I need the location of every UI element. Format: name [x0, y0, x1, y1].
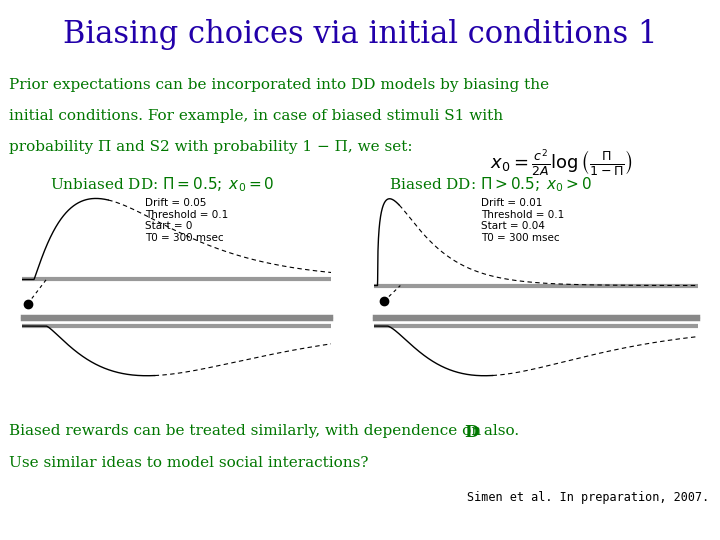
Text: Prior expectations can be incorporated into DD models by biasing the: Prior expectations can be incorporated i…	[9, 78, 549, 92]
Text: Simen et al. In preparation, 2007.: Simen et al. In preparation, 2007.	[467, 491, 709, 504]
Text: D: D	[464, 424, 479, 441]
Text: Unbiased DD: $\Pi = 0.5;\; x_0 = 0$: Unbiased DD: $\Pi = 0.5;\; x_0 = 0$	[50, 176, 275, 194]
Text: Biasing choices via initial conditions 1: Biasing choices via initial conditions 1	[63, 19, 657, 50]
Text: Biased DD: $\Pi > 0.5;\; x_0 > 0$: Biased DD: $\Pi > 0.5;\; x_0 > 0$	[389, 176, 592, 194]
Text: Use similar ideas to model social interactions?: Use similar ideas to model social intera…	[9, 456, 369, 470]
Text: Biased rewards can be treated similarly, with dependence on: Biased rewards can be treated similarly,…	[9, 424, 487, 438]
Text: Drift = 0.05
Threshold = 0.1
Start = 0
T0 = 300 msec: Drift = 0.05 Threshold = 0.1 Start = 0 T…	[145, 198, 229, 243]
Text: initial conditions. For example, in case of biased stimuli S1 with: initial conditions. For example, in case…	[9, 109, 503, 123]
Text: probability Π and S2 with probability 1 − Π, we set:: probability Π and S2 with probability 1 …	[9, 140, 413, 154]
Text: $x_0 = \frac{c^2}{2A} \log\left(\frac{\Pi}{1-\Pi}\right)$: $x_0 = \frac{c^2}{2A} \log\left(\frac{\P…	[490, 148, 633, 179]
Text: also.: also.	[479, 424, 519, 438]
Text: Drift = 0.01
Threshold = 0.1
Start = 0.04
T0 = 300 msec: Drift = 0.01 Threshold = 0.1 Start = 0.0…	[482, 198, 564, 243]
